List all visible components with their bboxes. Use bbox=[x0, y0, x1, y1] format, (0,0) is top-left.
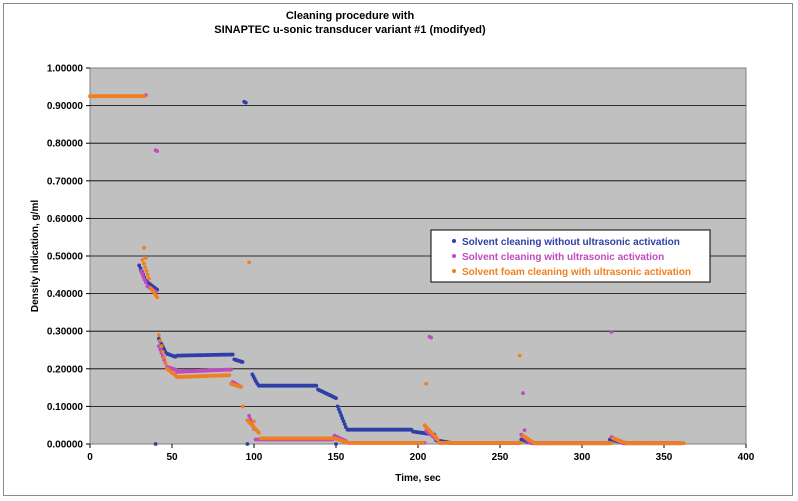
series-3-points bbox=[88, 94, 686, 446]
y-tick-label: 0.00000 bbox=[47, 440, 84, 451]
x-tick-label: 0 bbox=[87, 452, 93, 463]
y-tick-label: 0.20000 bbox=[47, 364, 84, 375]
data-point bbox=[421, 441, 425, 445]
data-point bbox=[517, 353, 522, 358]
data-point bbox=[435, 437, 440, 442]
chart: Cleaning procedure with SINAPTEC u-sonic… bbox=[30, 10, 755, 484]
data-point bbox=[522, 428, 527, 432]
x-axis-ticks: 0 50 100 150 200 250 300 350 400 bbox=[87, 444, 755, 463]
data-point bbox=[245, 442, 250, 446]
data-point bbox=[143, 256, 148, 260]
x-tick-label: 400 bbox=[738, 452, 755, 463]
data-point bbox=[334, 442, 338, 446]
data-point bbox=[429, 335, 433, 340]
data-point bbox=[138, 269, 143, 273]
gridlines bbox=[90, 105, 746, 407]
data-points bbox=[88, 93, 686, 446]
data-point bbox=[247, 413, 252, 418]
y-tick-label: 1.00000 bbox=[47, 64, 84, 75]
legend: Solvent cleaning without ultrasonic acti… bbox=[430, 229, 711, 283]
y-tick-label: 0.80000 bbox=[47, 139, 84, 150]
legend-label-series-1: Solvent cleaning without ultrasonic acti… bbox=[462, 237, 680, 248]
data-point bbox=[521, 391, 525, 396]
y-axis-label: Density indication, g/ml bbox=[30, 200, 41, 312]
y-axis-ticks: 0.00000 0.10000 0.20000 0.30000 0.40000 0.500… bbox=[47, 64, 90, 451]
data-point bbox=[155, 295, 160, 300]
data-point bbox=[336, 407, 341, 412]
x-tick-label: 50 bbox=[166, 452, 178, 463]
x-tick-label: 300 bbox=[574, 452, 591, 463]
x-tick-label: 200 bbox=[410, 452, 427, 463]
legend-box bbox=[430, 229, 711, 283]
data-point bbox=[247, 260, 252, 265]
x-tick-label: 350 bbox=[656, 452, 673, 463]
data-point bbox=[230, 352, 235, 357]
data-point bbox=[681, 441, 686, 446]
y-tick-label: 0.60000 bbox=[47, 214, 84, 225]
data-point bbox=[519, 441, 524, 445]
data-point bbox=[338, 410, 342, 415]
legend-marker-series-1 bbox=[452, 239, 456, 243]
data-point bbox=[142, 94, 147, 99]
data-point bbox=[158, 338, 163, 343]
data-point bbox=[140, 257, 145, 262]
data-point bbox=[240, 360, 245, 364]
y-tick-label: 0.70000 bbox=[47, 176, 84, 187]
x-tick-label: 250 bbox=[492, 452, 509, 463]
x-tick-label: 100 bbox=[246, 452, 263, 463]
data-point bbox=[340, 416, 345, 421]
data-point bbox=[334, 396, 338, 400]
y-tick-label: 0.10000 bbox=[47, 402, 84, 413]
data-point bbox=[609, 441, 614, 446]
data-point bbox=[339, 413, 344, 418]
data-point bbox=[229, 367, 233, 372]
x-axis-label: Time, sec bbox=[395, 473, 441, 484]
data-point bbox=[143, 280, 148, 285]
data-point bbox=[159, 344, 164, 349]
data-point bbox=[147, 276, 151, 281]
y-tick-label: 0.90000 bbox=[47, 101, 84, 112]
chart-title-line-1: Cleaning procedure with bbox=[286, 10, 415, 22]
data-point bbox=[141, 261, 146, 266]
data-point bbox=[158, 347, 163, 352]
legend-label-series-2: Solvent cleaning with ultrasonic activat… bbox=[462, 252, 664, 263]
data-point bbox=[341, 419, 346, 424]
x-tick-label: 150 bbox=[328, 452, 345, 463]
data-point bbox=[144, 269, 149, 273]
data-point bbox=[227, 373, 232, 378]
data-point bbox=[162, 355, 167, 360]
data-point bbox=[160, 350, 165, 354]
data-point bbox=[163, 361, 168, 366]
data-point bbox=[243, 100, 248, 105]
chart-frame: Cleaning procedure with SINAPTEC u-sonic… bbox=[3, 3, 793, 496]
y-tick-label: 0.50000 bbox=[47, 252, 84, 263]
data-point bbox=[252, 419, 256, 424]
data-point bbox=[157, 333, 161, 337]
legend-marker-series-2 bbox=[452, 254, 456, 258]
data-point bbox=[257, 430, 261, 435]
data-point bbox=[609, 330, 614, 334]
y-tick-label: 0.30000 bbox=[47, 327, 84, 338]
y-tick-label: 0.40000 bbox=[47, 289, 84, 300]
legend-marker-series-3 bbox=[452, 269, 456, 273]
data-point bbox=[153, 442, 158, 446]
data-point bbox=[239, 384, 243, 389]
chart-title-line-2: SINAPTEC u-sonic transducer variant #1 (… bbox=[214, 24, 486, 36]
data-point bbox=[145, 272, 150, 277]
data-point bbox=[342, 422, 347, 426]
data-point bbox=[157, 344, 161, 349]
data-point bbox=[314, 383, 319, 388]
data-point bbox=[155, 149, 160, 154]
legend-label-series-3: Solvent foam cleaning with ultrasonic ac… bbox=[462, 267, 691, 278]
data-point bbox=[424, 381, 429, 386]
data-point bbox=[142, 245, 147, 250]
data-point bbox=[335, 404, 340, 409]
data-point bbox=[143, 265, 148, 270]
data-point bbox=[240, 404, 245, 409]
data-point bbox=[137, 263, 142, 268]
